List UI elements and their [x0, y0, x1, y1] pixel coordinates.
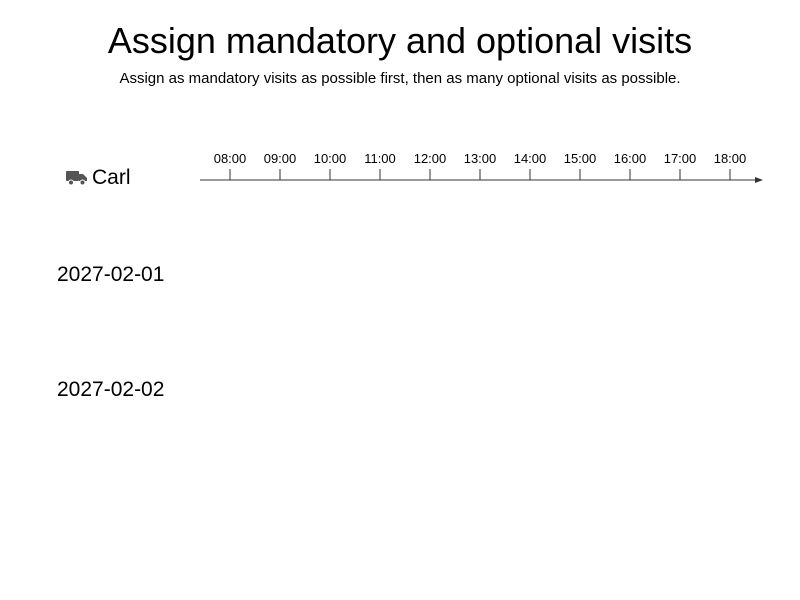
timeline-hour-label: 10:00: [314, 151, 347, 166]
timeline-hour-label: 14:00: [514, 151, 547, 166]
page-title: Assign mandatory and optional visits: [107, 20, 693, 61]
page-subtitle: Assign as mandatory visits as possible f…: [119, 70, 681, 87]
date-label: 2027-02-02: [57, 378, 165, 401]
timeline-hour-label: 09:00: [264, 151, 297, 166]
timeline-hour-label: 08:00: [214, 151, 247, 166]
timeline-hour-label: 18:00: [714, 151, 747, 166]
timeline-hour-label: 15:00: [564, 151, 597, 166]
date-label: 2027-02-01: [57, 263, 165, 286]
timeline-hour-label: 17:00: [664, 151, 697, 166]
timeline-hour-label: 16:00: [614, 151, 647, 166]
vehicle-name: Carl: [92, 166, 131, 189]
timeline-hour-label: 11:00: [364, 151, 396, 166]
vehicle-row: Carl: [66, 164, 131, 192]
timeline-hour-label: 13:00: [464, 151, 497, 166]
timeline-hour-label: 12:00: [414, 151, 447, 166]
truck-icon: [66, 171, 87, 186]
